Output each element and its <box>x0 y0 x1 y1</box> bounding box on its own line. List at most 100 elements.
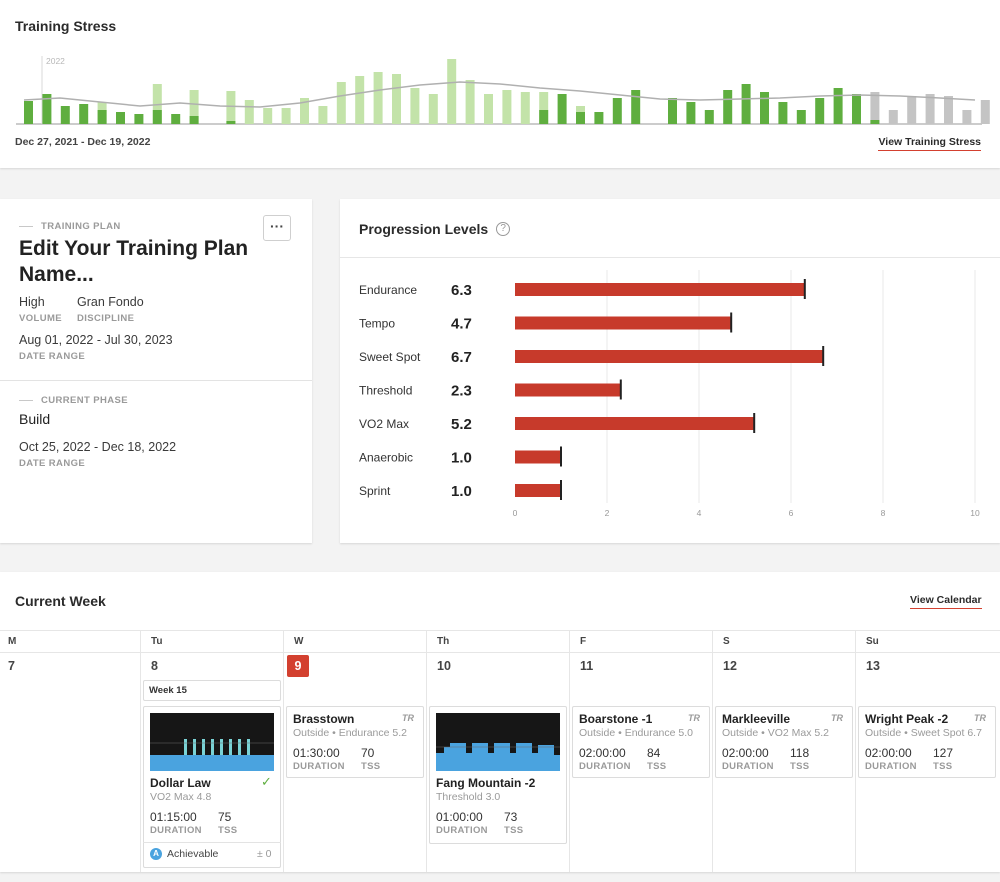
day-number[interactable]: 8 <box>151 659 158 673</box>
current-phase-label: CURRENT PHASE <box>19 395 128 406</box>
stress-bar[interactable] <box>79 104 89 124</box>
stress-bar[interactable] <box>355 76 365 124</box>
level-bar[interactable] <box>515 450 561 464</box>
status-divider <box>143 842 281 843</box>
day-number[interactable]: 10 <box>437 659 451 673</box>
stress-bar[interactable] <box>428 94 438 124</box>
stress-bar[interactable] <box>539 92 549 124</box>
stress-bar[interactable] <box>962 110 972 124</box>
stress-bar[interactable] <box>888 110 898 124</box>
workout-subtitle: Outside • VO2 Max 5.2 <box>722 727 829 739</box>
stress-bar[interactable] <box>612 98 622 124</box>
workout-delta: ± 0 <box>257 848 272 860</box>
level-bar[interactable] <box>515 383 621 397</box>
stress-bar[interactable] <box>410 88 420 124</box>
stress-bar[interactable] <box>870 92 880 124</box>
workout-name[interactable]: Fang Mountain -2 <box>436 776 536 790</box>
stress-bar[interactable] <box>300 98 309 124</box>
stress-bar[interactable] <box>907 96 917 124</box>
stress-bar[interactable] <box>244 100 254 124</box>
stress-bar[interactable] <box>796 110 806 124</box>
stress-bar[interactable] <box>760 92 769 124</box>
stress-bar[interactable] <box>392 74 401 124</box>
workout-name[interactable]: Wright Peak -2 <box>865 712 949 726</box>
workout-card[interactable] <box>572 706 710 778</box>
calendar-header-bottom <box>0 652 1000 653</box>
stress-bar[interactable] <box>336 82 346 124</box>
workout-profile-graph <box>150 713 274 771</box>
workout-card[interactable] <box>286 706 424 778</box>
plan-menu-button[interactable]: ··· <box>263 215 291 241</box>
level-bar[interactable] <box>515 316 732 330</box>
stress-bar[interactable] <box>723 90 733 124</box>
stress-bar[interactable] <box>704 110 714 124</box>
x-tick-label: 10 <box>970 508 980 518</box>
stress-bar[interactable] <box>171 114 181 124</box>
stress-bar[interactable] <box>778 102 788 124</box>
workout-name[interactable]: Boarstone -1 <box>579 712 653 726</box>
stress-bar[interactable] <box>980 100 990 124</box>
stress-bar[interactable] <box>833 88 843 124</box>
stress-bar[interactable] <box>24 101 33 124</box>
stress-bar[interactable] <box>189 90 199 124</box>
level-name: Tempo <box>359 317 395 331</box>
workout-name[interactable]: Brasstown <box>293 712 355 726</box>
training-stress-date-range: Dec 27, 2021 - Dec 19, 2022 <box>15 136 151 148</box>
stress-bar[interactable] <box>465 80 475 124</box>
stress-bar[interactable] <box>557 94 567 124</box>
stress-bar[interactable] <box>484 94 493 124</box>
stress-bar[interactable] <box>852 94 861 124</box>
level-name: Sprint <box>359 484 391 498</box>
stress-bar[interactable] <box>925 94 935 124</box>
tr-logo-icon: TR <box>974 713 986 723</box>
workout-tss: 127 <box>933 746 954 760</box>
workout-subtitle: VO2 Max 4.8 <box>150 791 212 803</box>
stress-bar[interactable] <box>281 108 291 124</box>
level-name: Sweet Spot <box>359 350 421 364</box>
stress-bar[interactable] <box>944 96 953 124</box>
stress-bar[interactable] <box>520 92 530 124</box>
view-calendar-link[interactable]: View Calendar <box>910 594 982 609</box>
level-value: 6.3 <box>451 282 472 299</box>
stress-bar[interactable] <box>60 106 70 124</box>
stress-bar[interactable] <box>741 84 751 124</box>
workout-duration: 02:00:00 <box>865 746 912 760</box>
stress-bar[interactable] <box>668 98 677 124</box>
workout-name[interactable]: Markleeville <box>722 712 791 726</box>
tss-label: TSS <box>218 825 238 836</box>
stress-bar[interactable] <box>263 108 273 124</box>
stress-bar[interactable] <box>42 94 52 124</box>
today-date[interactable]: 9 <box>287 655 309 677</box>
day-number[interactable]: 13 <box>866 659 880 673</box>
stress-bar[interactable] <box>226 91 236 124</box>
x-tick-label: 0 <box>513 508 518 518</box>
stress-bar[interactable] <box>116 112 125 124</box>
stress-bar[interactable] <box>631 90 641 124</box>
view-training-stress-link[interactable]: View Training Stress <box>878 136 981 151</box>
level-bar[interactable] <box>515 417 755 430</box>
workout-name[interactable]: Dollar Law <box>150 776 211 790</box>
stress-bar[interactable] <box>815 98 825 124</box>
level-value: 6.7 <box>451 349 472 366</box>
level-bar[interactable] <box>515 283 805 296</box>
stress-bar[interactable] <box>594 112 604 124</box>
stress-bar-completed <box>152 110 162 124</box>
stress-bar[interactable] <box>447 59 457 124</box>
day-number[interactable]: 11 <box>580 659 594 673</box>
stress-bar[interactable] <box>373 72 383 124</box>
workout-card[interactable] <box>715 706 853 778</box>
stress-bar[interactable] <box>318 106 328 124</box>
workout-card[interactable] <box>858 706 996 778</box>
stress-bar[interactable] <box>686 102 696 124</box>
level-bar[interactable] <box>515 350 824 363</box>
progression-title: Progression Levels ? <box>359 221 511 237</box>
stress-bar[interactable] <box>502 90 512 124</box>
stress-bar[interactable] <box>134 114 144 124</box>
plan-name[interactable]: Edit Your Training Plan Name... <box>19 237 249 286</box>
help-icon[interactable]: ? <box>496 222 511 236</box>
day-number[interactable]: 12 <box>723 659 737 673</box>
level-bar[interactable] <box>515 484 561 497</box>
tss-label: TSS <box>790 761 810 772</box>
plan-divider <box>0 380 312 381</box>
day-number[interactable]: 7 <box>8 659 15 673</box>
